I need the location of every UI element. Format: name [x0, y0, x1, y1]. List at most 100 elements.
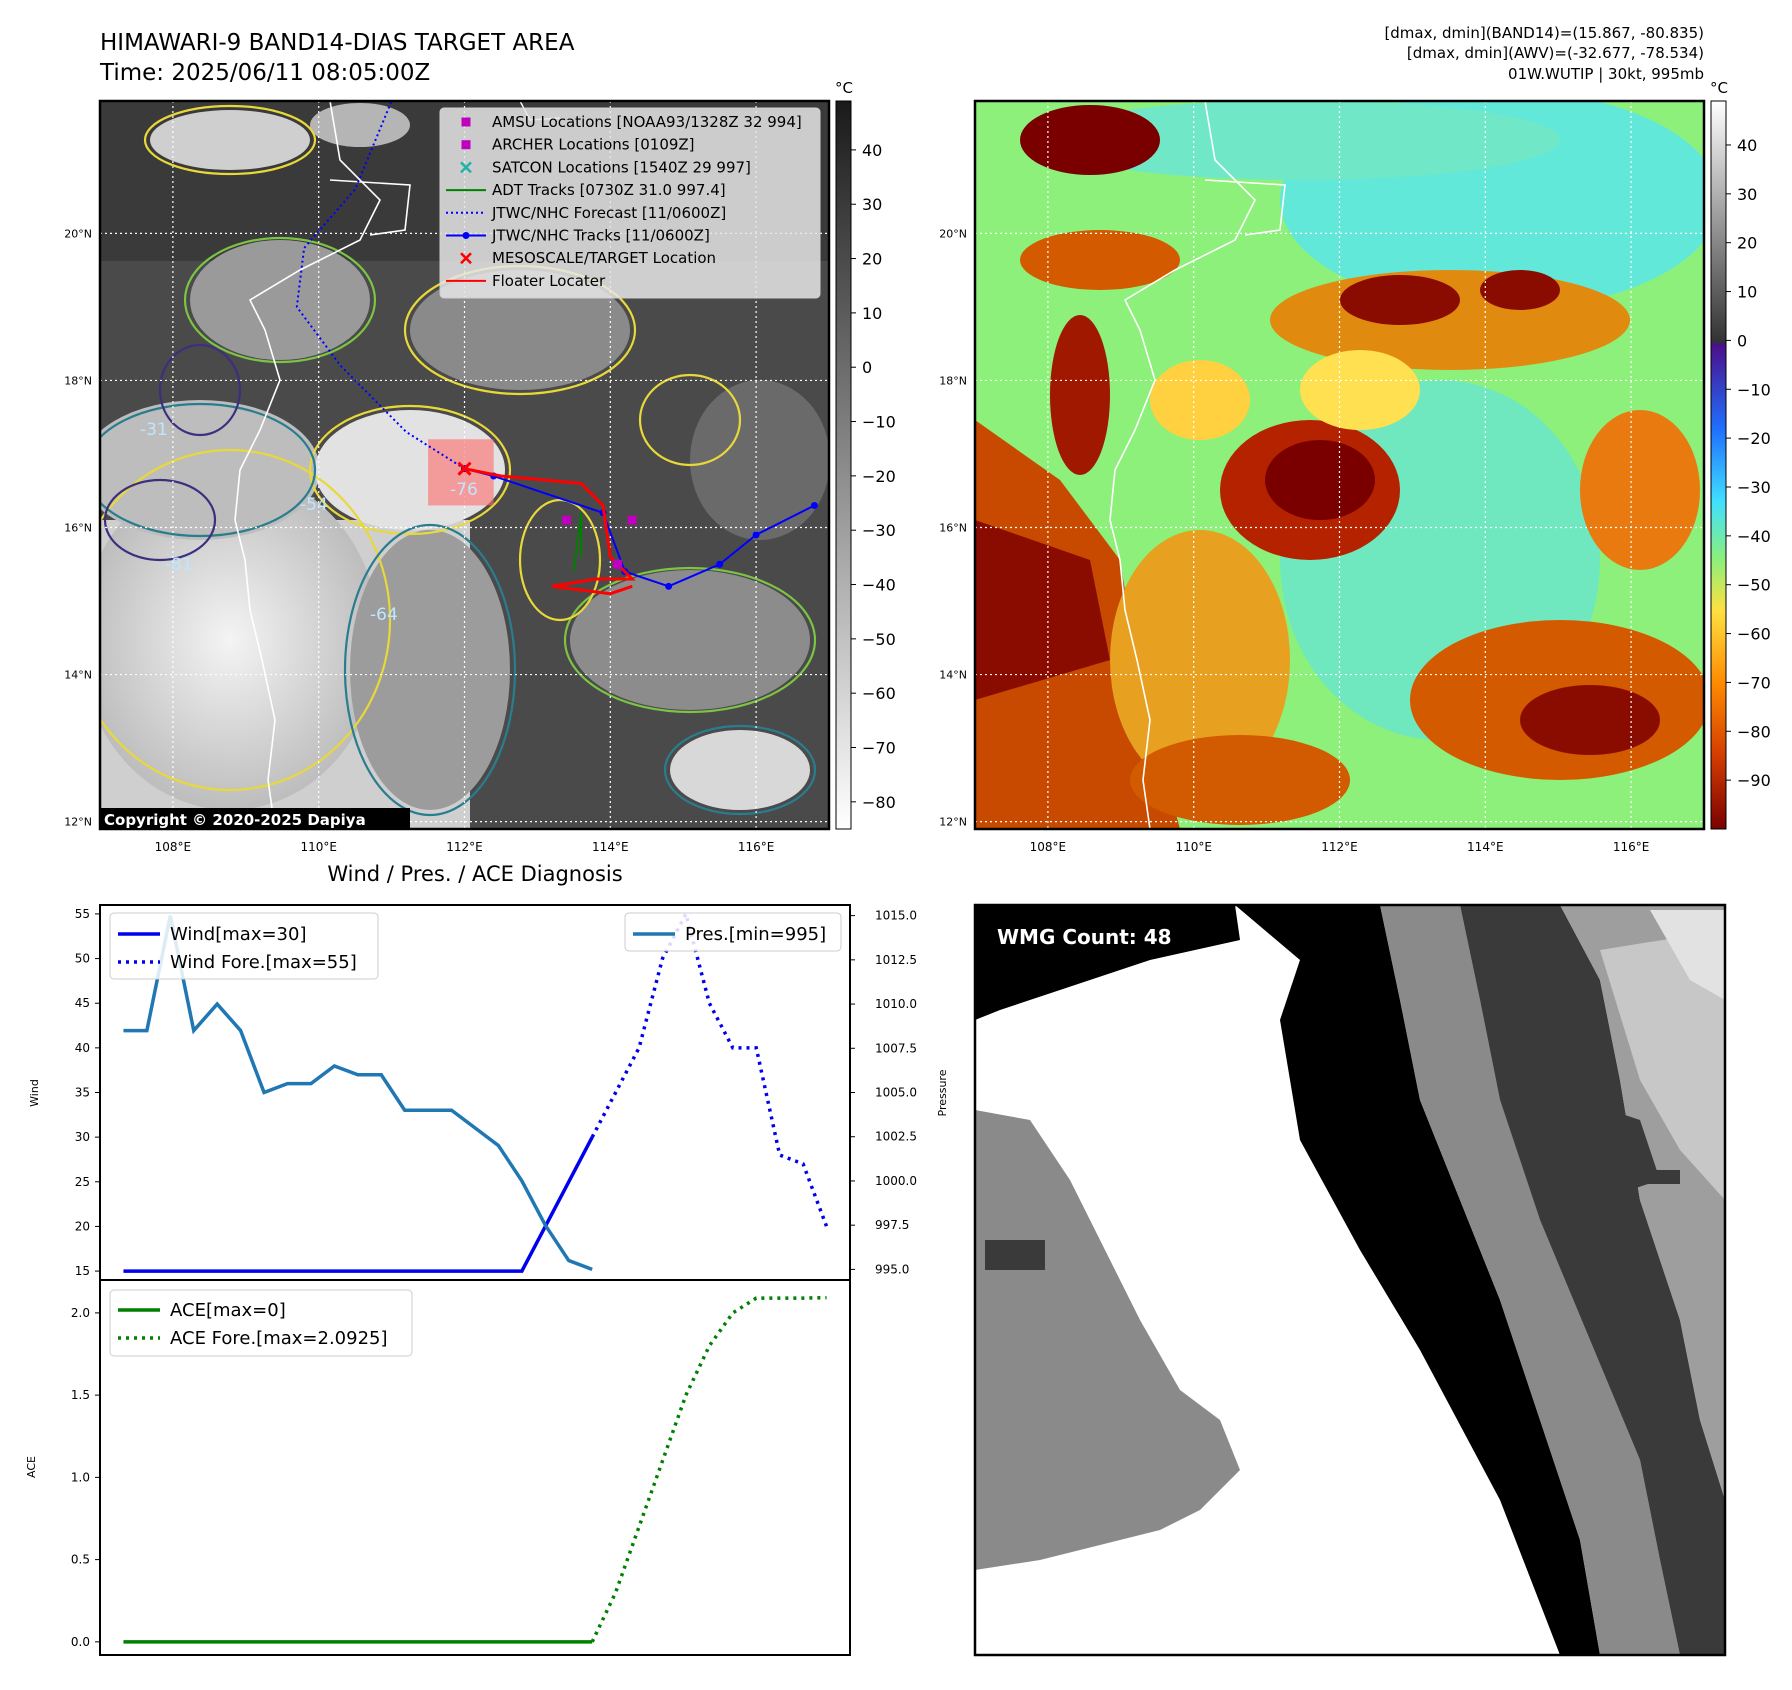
- ir-tracks: [295, 100, 818, 596]
- lon-tick-label: 110°E: [1175, 840, 1212, 854]
- y-tick-label: 1.0: [71, 1470, 90, 1484]
- figure-header: HIMAWARI-9 BAND14-DIAS TARGET AREA Time:…: [99, 24, 1704, 86]
- y-tick-label: 0.5: [71, 1553, 90, 1567]
- lon-tick-label: 114°E: [1467, 840, 1504, 854]
- info-storm: 01W.WUTIP | 30kt, 995mb: [1508, 65, 1704, 83]
- legend-marker: [461, 140, 471, 150]
- contour-label: -64: [370, 605, 398, 625]
- diagnosis-title: Wind / Pres. / ACE Diagnosis: [327, 862, 622, 886]
- y2-tick-label: 1012.5: [875, 953, 917, 967]
- y-tick-label: 2.0: [71, 1306, 90, 1320]
- legend-wind: Wind[max=30]: [170, 924, 307, 945]
- legend-marker: [462, 232, 470, 239]
- wind-legend: Wind[max=30] Wind Fore.[max=55]: [109, 912, 379, 980]
- awv-gridlines: [975, 101, 1704, 829]
- colorbar-tick-label: −20: [862, 467, 896, 486]
- info-awv: [dmax, dmin](AWV)=(-32.677, -78.534): [1407, 44, 1704, 62]
- legend-ace: ACE[max=0]: [170, 1300, 286, 1321]
- legend-marker: [461, 117, 471, 127]
- jtwc-forecast-line: [295, 100, 466, 470]
- colorbar-tick-label: 40: [1737, 136, 1757, 155]
- y-tick-label: 25: [75, 1175, 90, 1189]
- series-line: [123, 1136, 594, 1273]
- lon-tick-label: 108°E: [1030, 840, 1067, 854]
- y-tick-label: 0.0: [71, 1635, 90, 1649]
- contour-label: -31: [140, 420, 168, 440]
- y-tick-label: 45: [75, 996, 90, 1010]
- awv-map-panel: 108°E 110°E 112°E 114°E 116°E 20°N 18°N 16°N 14°…: [939, 79, 1771, 854]
- lat-tick-label: 18°N: [64, 374, 92, 387]
- lat-tick-label: 12°N: [939, 816, 967, 829]
- colorbar-tick-label: −80: [862, 793, 896, 812]
- y2-tick-label: 1002.5: [875, 1130, 917, 1144]
- pressure-legend: Pres.[min=995]: [624, 912, 842, 952]
- adt-track-line: [572, 512, 583, 572]
- target-marker: [457, 461, 472, 476]
- jtwc-track-point: [752, 531, 760, 539]
- contour-label: -81: [165, 555, 193, 575]
- series-line: [123, 915, 593, 1272]
- awv-colorbar-ticks: 40 30 20 10 0 −10 −20 −30 −40 −50 −60 −70 −80 −90: [1726, 136, 1771, 790]
- lon-tick-label: 110°E: [300, 840, 337, 854]
- amsu-marker: [627, 515, 637, 525]
- y-tick-label: 55: [75, 907, 90, 921]
- y-tick-label: 30: [75, 1130, 90, 1144]
- lat-tick-label: 14°N: [939, 669, 967, 682]
- colorbar-tick-label: −10: [862, 413, 896, 432]
- y2-tick-label: 1007.5: [875, 1041, 917, 1055]
- colorbar-tick-label: 20: [1737, 234, 1757, 253]
- ir-contour-labels: -31 -54 -64 -76 -81: [140, 420, 478, 625]
- jtwc-track-line: [464, 467, 815, 588]
- legend-label: JTWC/NHC Forecast [11/0600Z]: [491, 204, 726, 222]
- awv-colorbar-unit: °C: [1710, 79, 1728, 97]
- colorbar-tick-label: 10: [862, 304, 882, 323]
- legend-label: AMSU Locations [NOAA93/1328Z 32 994]: [492, 113, 802, 131]
- lat-tick-label: 16°N: [939, 522, 967, 535]
- wind-pressure-chart: 55 50 45 40 35 30 25 20 15 1015.0 1012.5 1010.0 1007…: [28, 904, 949, 1281]
- colorbar-tick-label: −60: [862, 684, 896, 703]
- lon-tick-label: 116°E: [738, 840, 775, 854]
- colorbar-tick-label: 0: [1737, 331, 1747, 350]
- legend-label: Floater Locater: [492, 272, 606, 290]
- colorbar-tick-label: −90: [1737, 771, 1771, 790]
- y-tick-label: 1.5: [71, 1388, 90, 1402]
- legend-marker: [460, 252, 472, 265]
- colorbar-tick-label: −50: [862, 630, 896, 649]
- lat-tick-label: 18°N: [939, 374, 967, 387]
- figure-time: Time: 2025/06/11 08:05:00Z: [99, 60, 430, 86]
- colorbar-tick-label: 10: [1737, 283, 1757, 302]
- legend-label: ARCHER Locations [0109Z]: [492, 136, 695, 154]
- coastline: [234, 101, 381, 829]
- y2-tick-label: 1015.0: [875, 909, 917, 923]
- jtwc-track-point: [716, 560, 724, 568]
- legend-marker: [460, 161, 472, 174]
- legend-wind-fore: Wind Fore.[max=55]: [170, 952, 357, 973]
- ir-colorbar-ticks: 40 30 20 10 0 −10 −20 −30 −40 −50 −60 −70 −80: [851, 141, 896, 812]
- copyright-box: [100, 808, 410, 830]
- legend-label: JTWC/NHC Tracks [11/0600Z]: [491, 227, 710, 245]
- y-tick-label: 20: [75, 1219, 90, 1233]
- colorbar-tick-label: −70: [862, 739, 896, 758]
- legend-label: ADT Tracks [0730Z 31.0 997.4]: [492, 181, 726, 199]
- awv-colorbar: [1710, 100, 1727, 830]
- lon-tick-label: 112°E: [446, 840, 483, 854]
- colorbar-tick-label: −80: [1737, 722, 1771, 741]
- y2-tick-label: 997.5: [875, 1218, 909, 1232]
- info-band14: [dmax, dmin](BAND14)=(15.867, -80.835): [1384, 24, 1704, 42]
- lat-tick-label: 16°N: [64, 522, 92, 535]
- lon-tick-label: 114°E: [592, 840, 629, 854]
- colorbar-tick-label: −60: [1737, 625, 1771, 644]
- y-tick-label: 50: [75, 952, 90, 966]
- contour-label: -76: [450, 480, 478, 500]
- ir-colorbar: [835, 100, 852, 830]
- y2-tick-label: 995.0: [875, 1262, 909, 1276]
- colorbar-tick-label: −20: [1737, 429, 1771, 448]
- archer-marker: [613, 559, 623, 569]
- lon-tick-label: 108°E: [155, 840, 192, 854]
- series-line: [590, 1295, 827, 1643]
- ace-legend: ACE[max=0] ACE Fore.[max=2.0925]: [109, 1289, 413, 1357]
- colorbar-tick-label: −40: [862, 576, 896, 595]
- pressure-ylabel: Pressure: [936, 1069, 949, 1116]
- y-tick-label: 35: [75, 1086, 90, 1100]
- lat-tick-label: 20°N: [939, 227, 967, 240]
